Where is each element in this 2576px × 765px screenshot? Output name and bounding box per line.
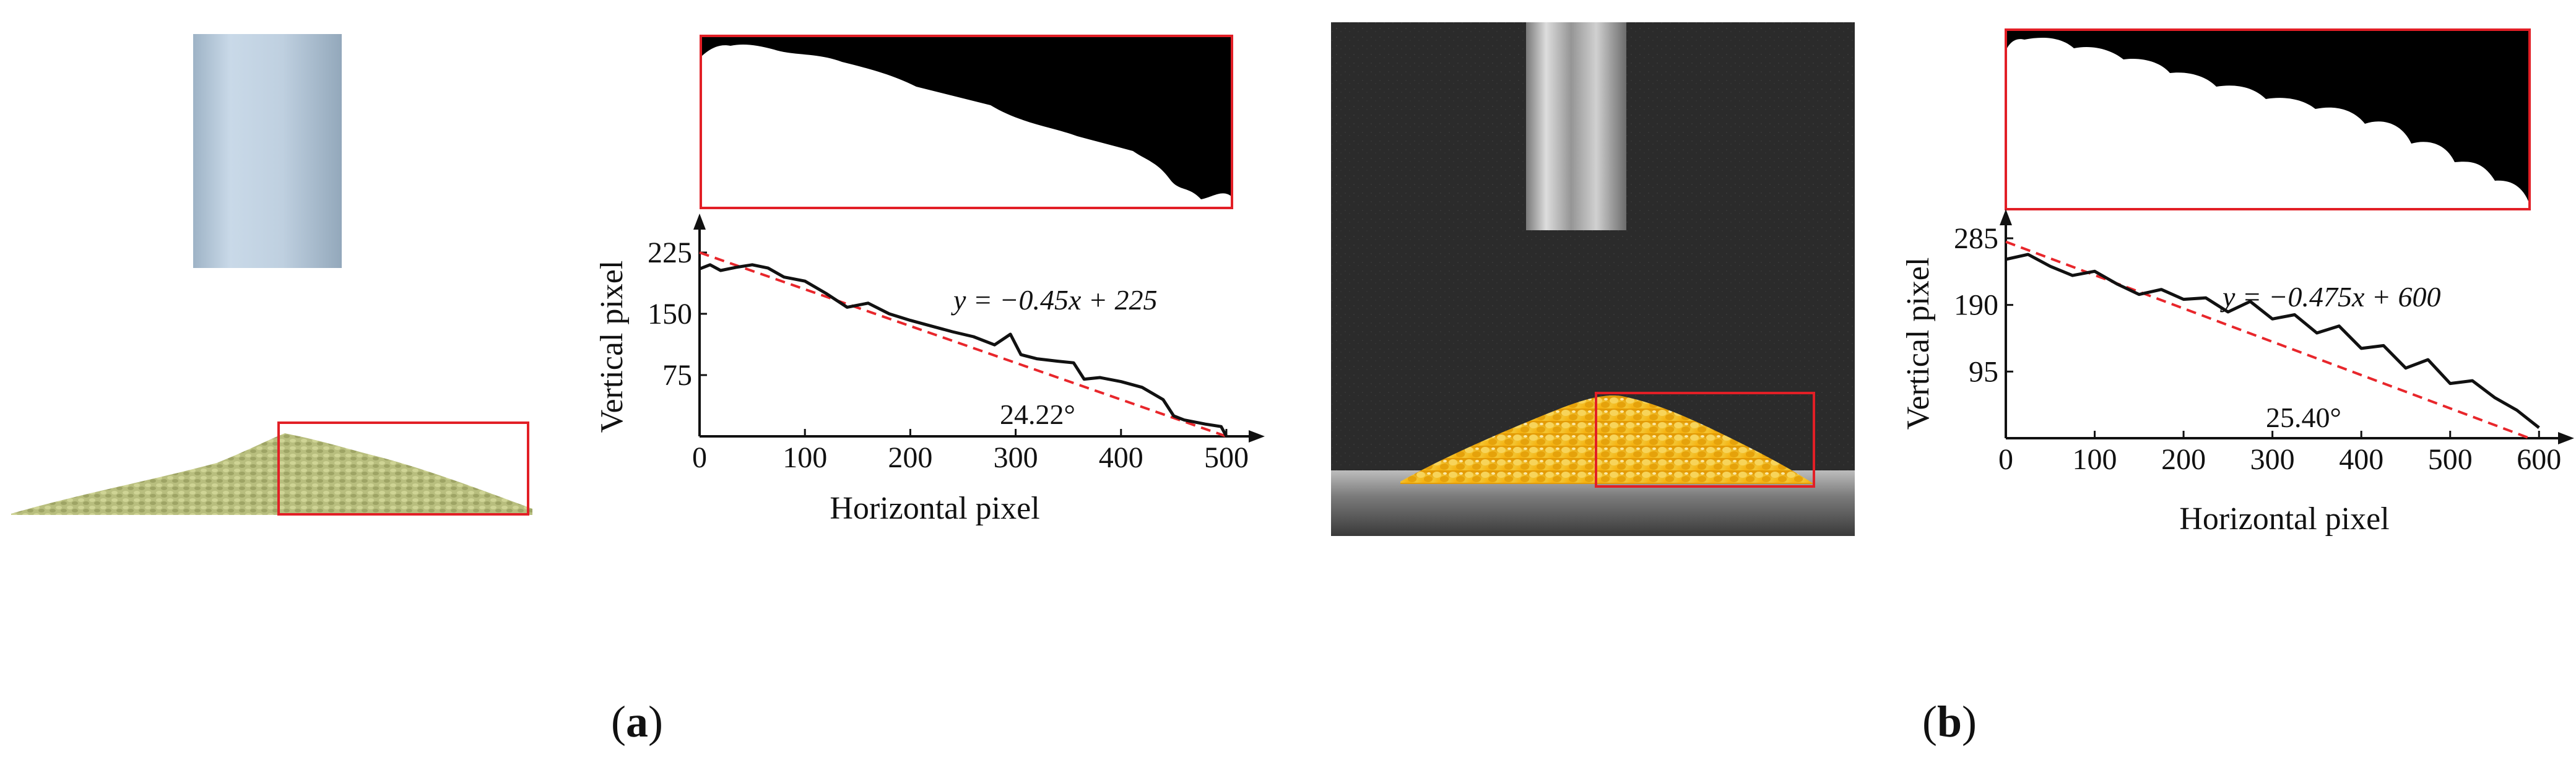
chart-a-ylabel: Vertical pixel — [594, 261, 630, 433]
chart-a-angle-label: 24.22° — [1000, 399, 1075, 430]
chart-a: Vertical pixel Horizontal pixel y = −0.4… — [594, 214, 1265, 526]
chart-a-x-axis-arrow — [1249, 430, 1265, 443]
chart-a-profile-curve — [699, 263, 1228, 438]
chart-b-x-tick-label: 200 — [2161, 443, 2206, 476]
chart-b-profile-curve — [2005, 253, 2540, 429]
caption-b: (b) — [1922, 697, 1977, 746]
binary-image-a — [700, 35, 1233, 209]
binary-black-region-a — [701, 36, 1232, 199]
chart-a-x-tick-label: 100 — [783, 441, 827, 474]
chart-a-y-tick-label: 225 — [648, 236, 692, 269]
chart-b-y-tick-label: 285 — [1954, 222, 1998, 255]
caption-a-letter: a — [625, 697, 648, 746]
chart-b-x-tick-label: 100 — [2073, 443, 2117, 476]
corn-kernel-pile — [1400, 395, 1814, 484]
chart-b-angle-label: 25.40° — [2266, 402, 2341, 433]
simulation-roi-box — [277, 421, 529, 516]
experiment-photo — [1331, 22, 1855, 536]
chart-b: Vertical pixel Horizontal pixel y = −0.4… — [1901, 209, 2574, 537]
caption-b-letter: b — [1936, 697, 1962, 746]
chart-b-x-tick-label: 300 — [2250, 443, 2295, 476]
chart-a-x-tick-label: 300 — [994, 441, 1038, 474]
simulation-scene — [11, 34, 532, 516]
chart-a-x-tick-label: 400 — [1099, 441, 1143, 474]
chart-b-y-tick-label: 190 — [1954, 289, 1998, 322]
photo-roi-box — [1595, 392, 1815, 488]
chart-a-y-tick-label: 75 — [662, 359, 692, 392]
chart-a-fit-line — [699, 251, 1227, 438]
caption-a: (a) — [611, 697, 663, 746]
chart-a-equation: y = −0.45x + 225 — [951, 284, 1157, 316]
chart-a-y-axis-arrow — [693, 214, 706, 230]
binary-black-region-b — [2006, 30, 2530, 204]
chart-a-xlabel: Horizontal pixel — [830, 491, 1039, 526]
chart-b-equation: y = −0.475x + 600 — [2220, 281, 2440, 313]
chart-b-ylabel: Vertical pixel — [1901, 257, 1936, 430]
chart-b-fit-line — [2005, 240, 2530, 439]
chart-a-x-tick-label: 500 — [1204, 441, 1249, 474]
chart-a-y-tick-label: 150 — [648, 298, 692, 331]
simulated-grain-pile — [11, 433, 532, 515]
binary-image-b — [2005, 28, 2531, 210]
chart-a-x-tick-label: 200 — [888, 441, 932, 474]
glass-tube — [1526, 22, 1626, 230]
chart-b-x-tick-label: 400 — [2339, 443, 2383, 476]
chart-b-xlabel: Horizontal pixel — [2179, 501, 2389, 537]
chart-b-y-axis-arrow — [2000, 209, 2012, 225]
simulated-tube — [193, 34, 342, 268]
chart-b-x-tick-label: 500 — [2428, 443, 2473, 476]
chart-a-x-tick-label: 0 — [692, 441, 707, 474]
chart-b-y-tick-label: 95 — [1969, 355, 1998, 388]
chart-b-x-tick-label: 0 — [1998, 443, 2013, 476]
chart-b-x-tick-label: 600 — [2517, 443, 2561, 476]
chart-b-x-axis-arrow — [2558, 432, 2574, 444]
